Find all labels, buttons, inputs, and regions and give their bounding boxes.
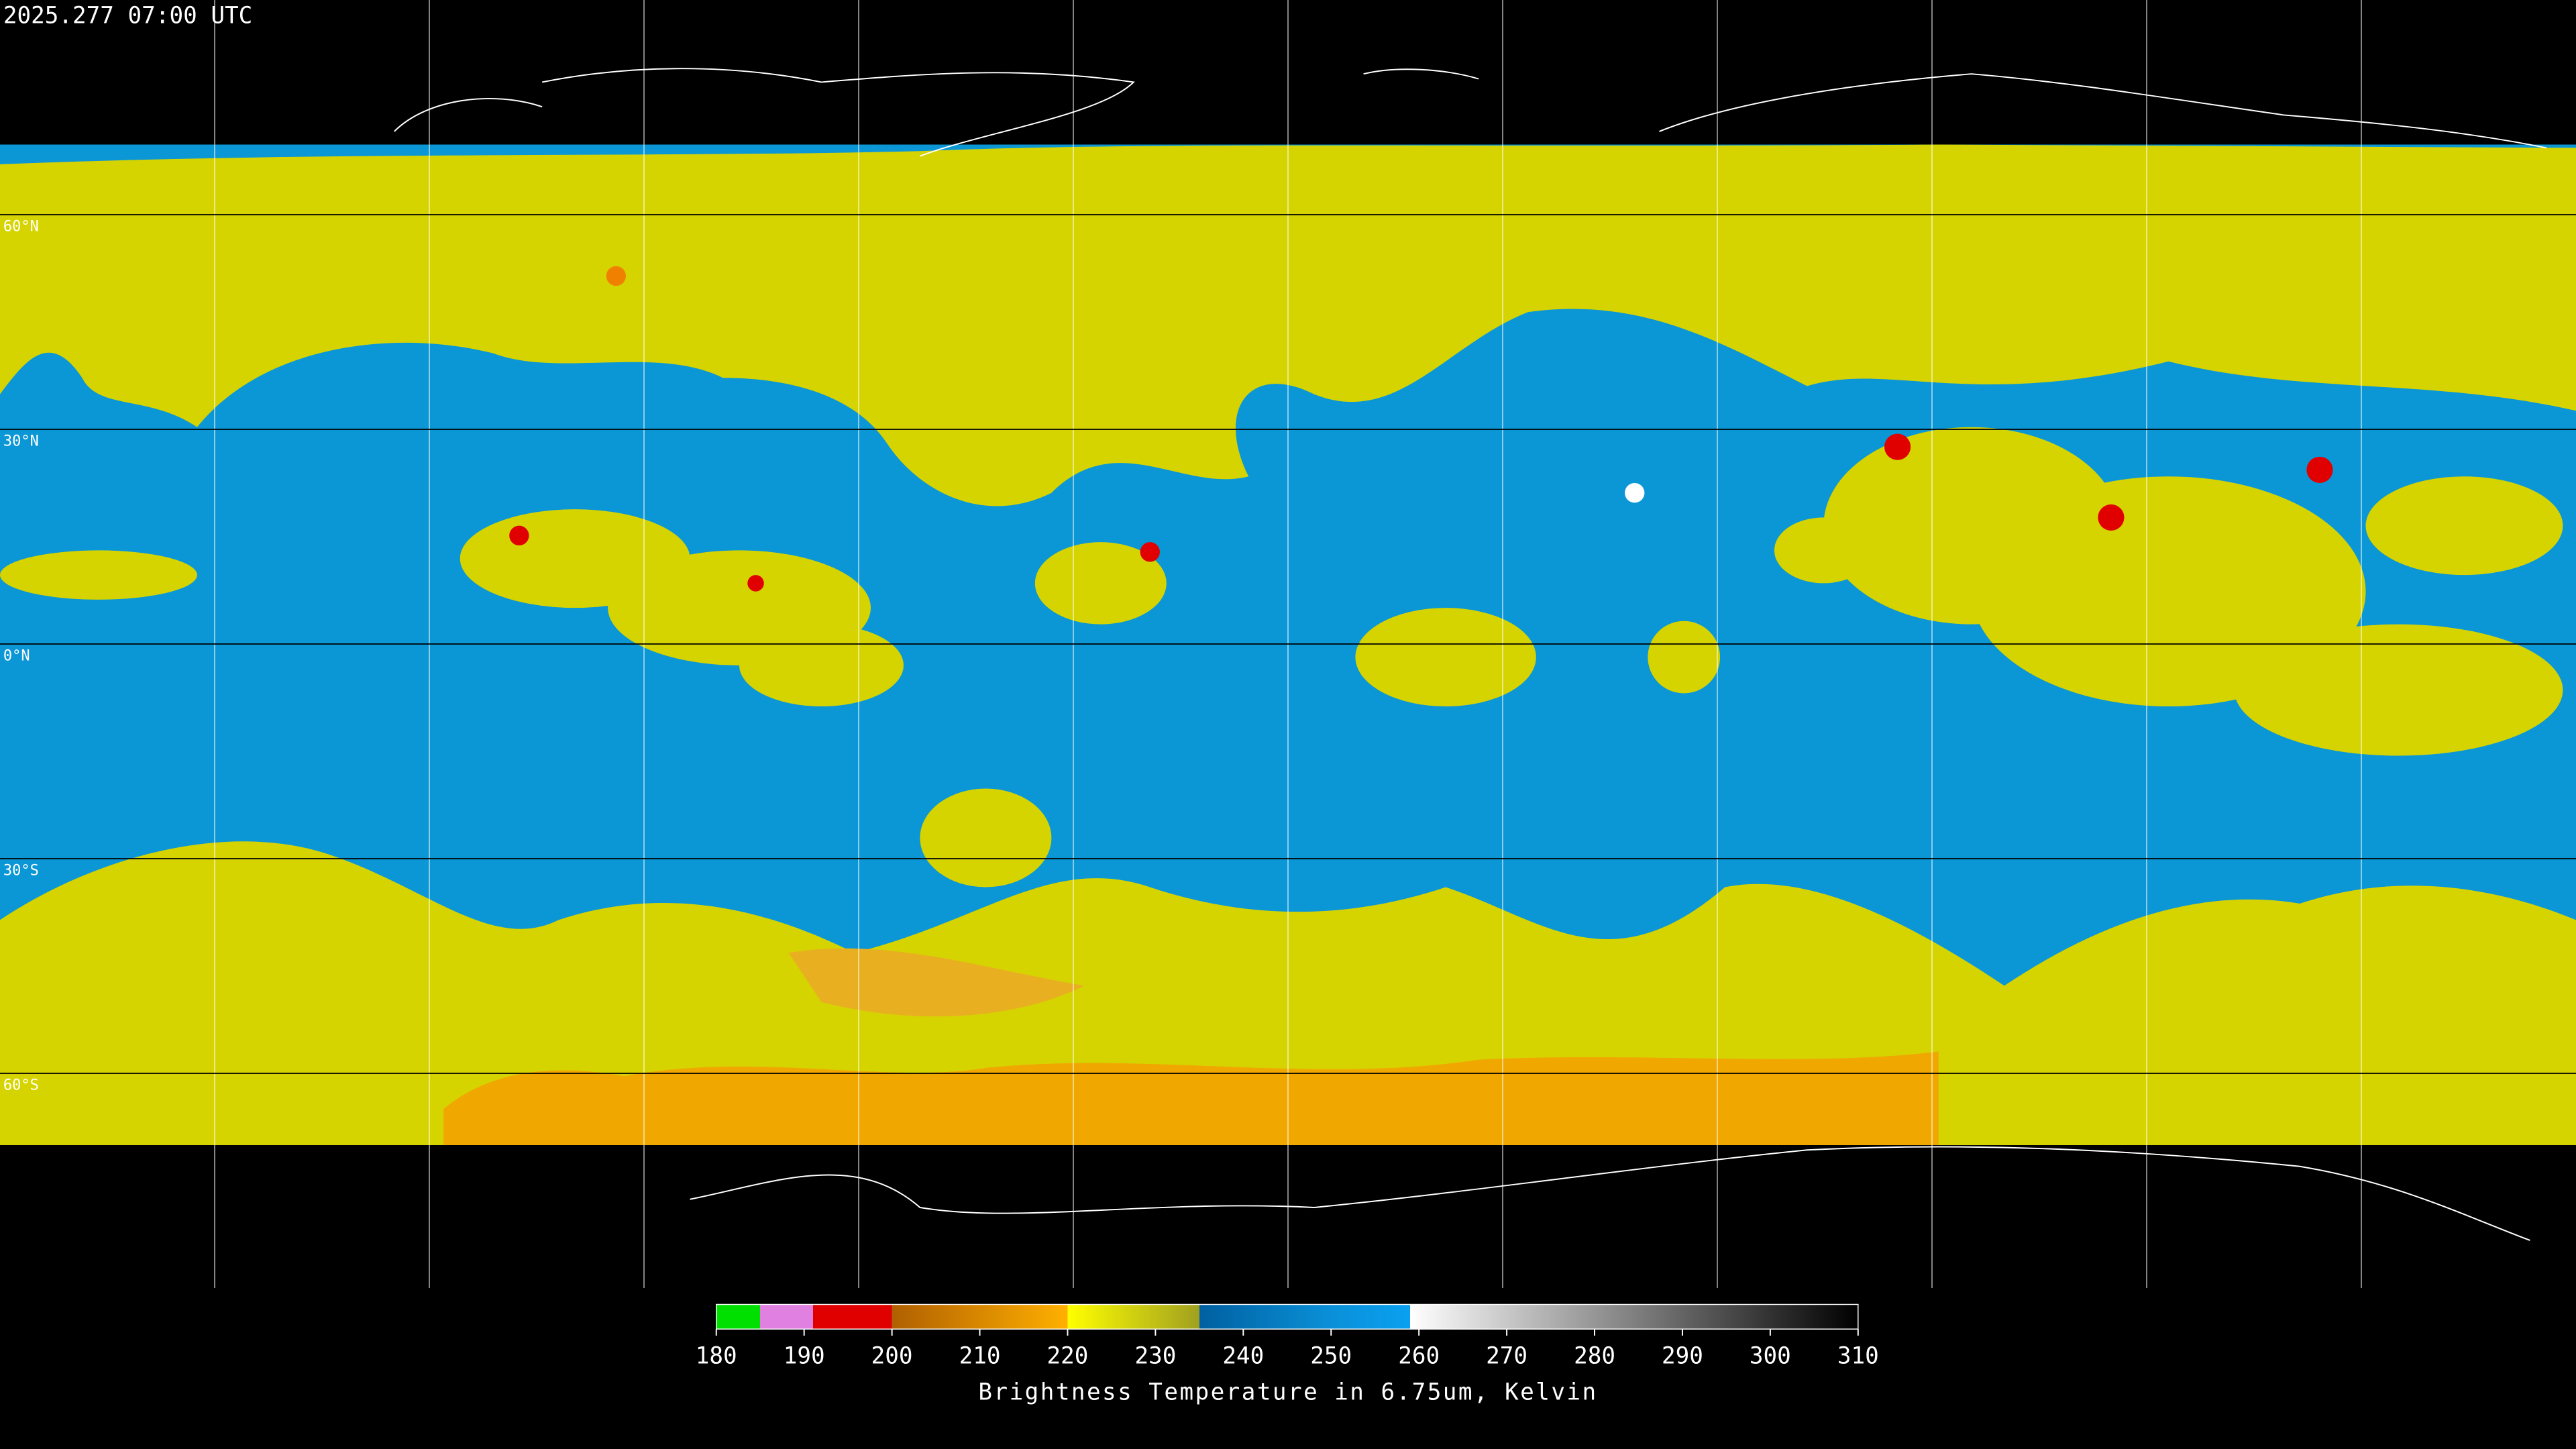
storm-core (1884, 433, 1911, 460)
colorbar-tick-label: 230 (1134, 1343, 1176, 1370)
cloud-cluster (2365, 476, 2563, 576)
cloud-cluster (2234, 624, 2563, 756)
cold-band (788, 948, 1085, 1017)
coastline (394, 98, 543, 132)
coastline (1363, 68, 1479, 80)
colorbar-frame (716, 1303, 1859, 1330)
cloud-cluster (1971, 476, 2366, 707)
latitude-label: 60°S (3, 1077, 39, 1093)
colorbar-ramp (716, 1304, 1858, 1330)
cloud-cluster (920, 788, 1052, 888)
cloud-cluster (0, 550, 197, 600)
storm-core (2306, 456, 2333, 483)
data-artifact (1625, 483, 1645, 503)
storm-core (1140, 542, 1160, 562)
colorbar-tick-label: 190 (784, 1343, 825, 1370)
data-artifact (1648, 621, 1721, 694)
cloud-cluster (1774, 517, 1873, 584)
colorbar-tick-label: 300 (1750, 1343, 1791, 1370)
colorbar-tick-label: 260 (1398, 1343, 1440, 1370)
storm-core (2098, 504, 2125, 531)
storm-core (509, 525, 529, 546)
colorbar-tick-label: 200 (871, 1343, 913, 1370)
graticule: 60°N 30°N 0°N 30°S 60°S (0, 0, 2576, 1288)
latitude-label: 0°N (3, 647, 30, 664)
colorbar: 180 190 200 210 220 230 240 250 260 270 280 290 300 3… (696, 1303, 1879, 1370)
colorbar-tick-label: 310 (1837, 1343, 1879, 1370)
colorbar-tick-label: 180 (696, 1343, 737, 1370)
colorbar-tick-label: 250 (1310, 1343, 1352, 1370)
colorbar-tick-label: 210 (959, 1343, 1001, 1370)
cloud-cluster (739, 624, 904, 707)
coastline (690, 1146, 2530, 1241)
latitude-label: 30°N (3, 433, 39, 449)
timestamp: 2025.277 07:00 UTC (3, 2, 252, 29)
coastline (1659, 73, 2547, 149)
storm-cores (509, 266, 2333, 592)
colorbar-tick-label: 290 (1662, 1343, 1703, 1370)
coastlines (394, 68, 2547, 1241)
colorbar-tick-label: 220 (1047, 1343, 1089, 1370)
cloud-cluster (1355, 608, 1536, 707)
latitude-label: 30°S (3, 862, 39, 879)
colorbar-title: Brightness Temperature in 6.75um, Kelvin (978, 1379, 1597, 1406)
cold-band (443, 1051, 1939, 1145)
colorbar-tick-label: 280 (1574, 1343, 1615, 1370)
storm-core (747, 575, 764, 592)
coastline (541, 68, 1135, 157)
colorbar-tick-label: 240 (1222, 1343, 1264, 1370)
colorbar-tick-label: 270 (1486, 1343, 1527, 1370)
convective-clusters (0, 427, 2563, 888)
cloud-cluster (1034, 542, 1167, 625)
latitude-label: 60°N (3, 218, 39, 235)
storm-core (606, 266, 627, 286)
